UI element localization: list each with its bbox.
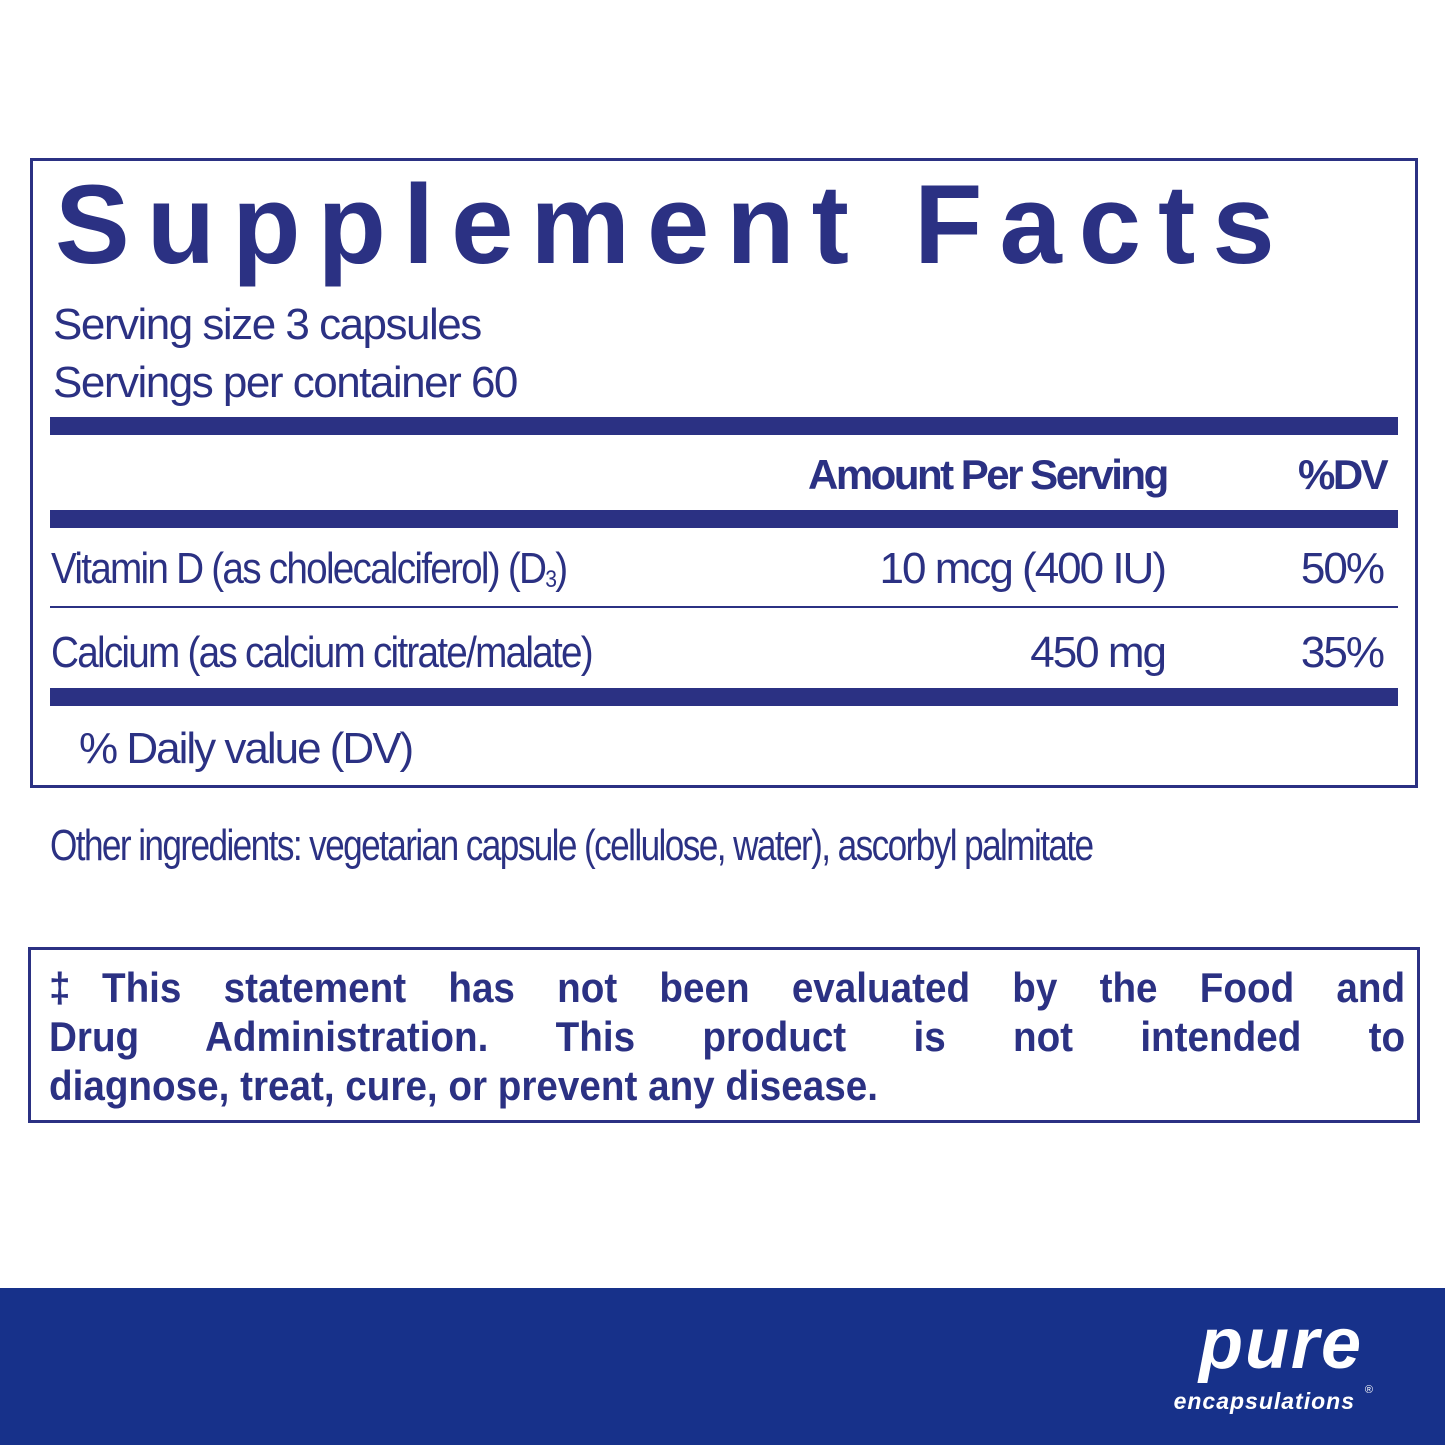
nutrient-amount: 10 mcg (400 IU) — [879, 544, 1167, 593]
dv-footnote: % Daily value (DV) — [79, 724, 414, 773]
nutrient-dv: 50% — [1300, 544, 1385, 593]
registered-mark: ® — [1364, 1384, 1373, 1396]
supplement-facts-panel: Supplement Facts Serving size 3 capsules… — [30, 158, 1418, 788]
divider-thin — [50, 606, 1398, 608]
nutrient-dv: 35% — [1300, 628, 1385, 677]
disclaimer-line: diagnose, treat, cure, or prevent any di… — [49, 1062, 878, 1109]
servings-per-container: Servings per container 60 — [53, 358, 518, 407]
disclaimer-line: ‡This statement has not been evaluated b… — [49, 964, 1406, 1011]
divider-thick — [50, 688, 1398, 706]
disclaimer-line: Drug Administration. This product is not… — [49, 1013, 1406, 1060]
header-amount: Amount Per Serving — [808, 451, 1169, 498]
divider-thick — [50, 510, 1398, 528]
nutrient-amount: 450 mg — [1030, 628, 1167, 677]
brand-footer: pure ® encapsulations — [0, 1288, 1445, 1445]
brand-logo: pure — [1198, 1304, 1363, 1384]
brand-logo-subtitle: encapsulations — [1173, 1388, 1355, 1414]
panel-title: Supplement Facts — [55, 162, 1292, 287]
divider-thick — [50, 417, 1398, 435]
serving-size: Serving size 3 capsules — [53, 300, 482, 349]
fda-disclaimer-box: ‡This statement has not been evaluated b… — [28, 947, 1420, 1123]
other-ingredients: Other ingredients: vegetarian capsule (c… — [50, 821, 1094, 870]
header-dv: %DV — [1298, 451, 1389, 498]
nutrient-name: Vitamin D (as cholecalciferol) (D3) — [51, 544, 568, 593]
nutrient-name: Calcium (as calcium citrate/malate) — [51, 628, 594, 677]
